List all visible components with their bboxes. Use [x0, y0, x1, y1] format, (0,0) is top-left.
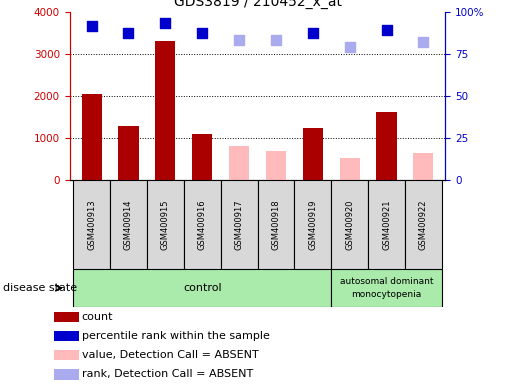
Point — [125, 30, 133, 36]
Title: GDS3819 / 210452_x_at: GDS3819 / 210452_x_at — [174, 0, 341, 9]
Bar — [303, 127, 323, 180]
Bar — [54, 350, 79, 360]
Text: GSM400914: GSM400914 — [124, 199, 133, 250]
Text: count: count — [81, 312, 113, 322]
Bar — [54, 369, 79, 379]
Point — [235, 37, 243, 43]
Bar — [118, 126, 139, 180]
Bar — [331, 269, 442, 307]
Text: GSM400921: GSM400921 — [382, 199, 391, 250]
Bar — [266, 151, 286, 180]
Text: value, Detection Call = ABSENT: value, Detection Call = ABSENT — [81, 350, 259, 360]
Bar — [220, 180, 258, 269]
Bar — [147, 180, 184, 269]
Bar — [81, 94, 102, 180]
Text: rank, Detection Call = ABSENT: rank, Detection Call = ABSENT — [81, 369, 253, 379]
Bar — [339, 158, 360, 180]
Text: control: control — [183, 283, 221, 293]
Bar — [184, 180, 220, 269]
Bar — [73, 180, 110, 269]
Bar — [295, 180, 331, 269]
Text: GSM400917: GSM400917 — [234, 199, 244, 250]
Text: GSM400922: GSM400922 — [419, 199, 428, 250]
Point — [88, 23, 96, 30]
Bar — [331, 180, 368, 269]
Bar — [413, 153, 434, 180]
Bar — [368, 180, 405, 269]
Bar — [73, 269, 331, 307]
Point — [346, 43, 354, 50]
Text: disease state: disease state — [3, 283, 77, 293]
Bar — [192, 134, 212, 180]
Text: GSM400915: GSM400915 — [161, 199, 170, 250]
Bar — [229, 146, 249, 180]
Point — [161, 20, 169, 26]
Bar — [54, 312, 79, 322]
Bar — [258, 180, 295, 269]
Text: GSM400913: GSM400913 — [87, 199, 96, 250]
Bar — [110, 180, 147, 269]
Bar — [54, 331, 79, 341]
Point — [308, 30, 317, 36]
Text: percentile rank within the sample: percentile rank within the sample — [81, 331, 269, 341]
Point — [382, 27, 390, 33]
Point — [419, 39, 427, 45]
Bar — [405, 180, 442, 269]
Bar — [376, 112, 397, 180]
Point — [272, 37, 280, 43]
Text: GSM400920: GSM400920 — [345, 199, 354, 250]
Bar — [155, 41, 176, 180]
Text: GSM400919: GSM400919 — [308, 199, 317, 250]
Text: autosomal dominant
monocytopenia: autosomal dominant monocytopenia — [340, 277, 433, 299]
Point — [198, 30, 207, 36]
Text: GSM400916: GSM400916 — [198, 199, 207, 250]
Text: GSM400918: GSM400918 — [271, 199, 281, 250]
